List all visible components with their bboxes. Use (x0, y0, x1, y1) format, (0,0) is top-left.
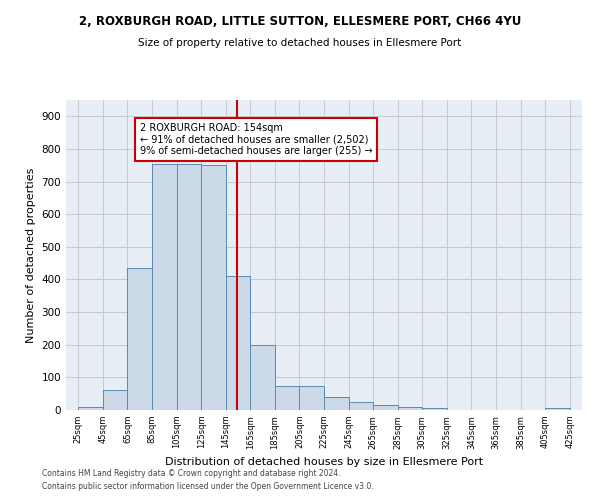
Text: Contains public sector information licensed under the Open Government Licence v3: Contains public sector information licen… (42, 482, 374, 491)
Text: 2 ROXBURGH ROAD: 154sqm
← 91% of detached houses are smaller (2,502)
9% of semi-: 2 ROXBURGH ROAD: 154sqm ← 91% of detache… (140, 123, 373, 156)
Bar (127, 268, 152, 410)
Text: 2, ROXBURGH ROAD, LITTLE SUTTON, ELLESMERE PORT, CH66 4YU: 2, ROXBURGH ROAD, LITTLE SUTTON, ELLESME… (79, 15, 521, 28)
Bar (152, 164, 176, 410)
Text: Size of property relative to detached houses in Ellesmere Port: Size of property relative to detached ho… (139, 38, 461, 48)
Bar (324, 397, 349, 410)
X-axis label: Distribution of detached houses by size in Ellesmere Port: Distribution of detached houses by size … (165, 457, 483, 467)
Y-axis label: Number of detached properties: Number of detached properties (26, 168, 36, 342)
Bar (250, 344, 275, 410)
Bar (226, 276, 250, 410)
Bar (349, 402, 373, 410)
Bar (299, 386, 324, 410)
Bar (545, 408, 570, 410)
Bar (201, 166, 226, 410)
Text: Contains HM Land Registry data © Crown copyright and database right 2024.: Contains HM Land Registry data © Crown c… (42, 468, 341, 477)
Bar (373, 405, 398, 410)
Bar (398, 406, 422, 410)
Bar (78, 406, 103, 410)
Bar (275, 386, 299, 410)
Bar (176, 164, 201, 410)
Bar (422, 408, 447, 410)
Bar (103, 390, 127, 410)
